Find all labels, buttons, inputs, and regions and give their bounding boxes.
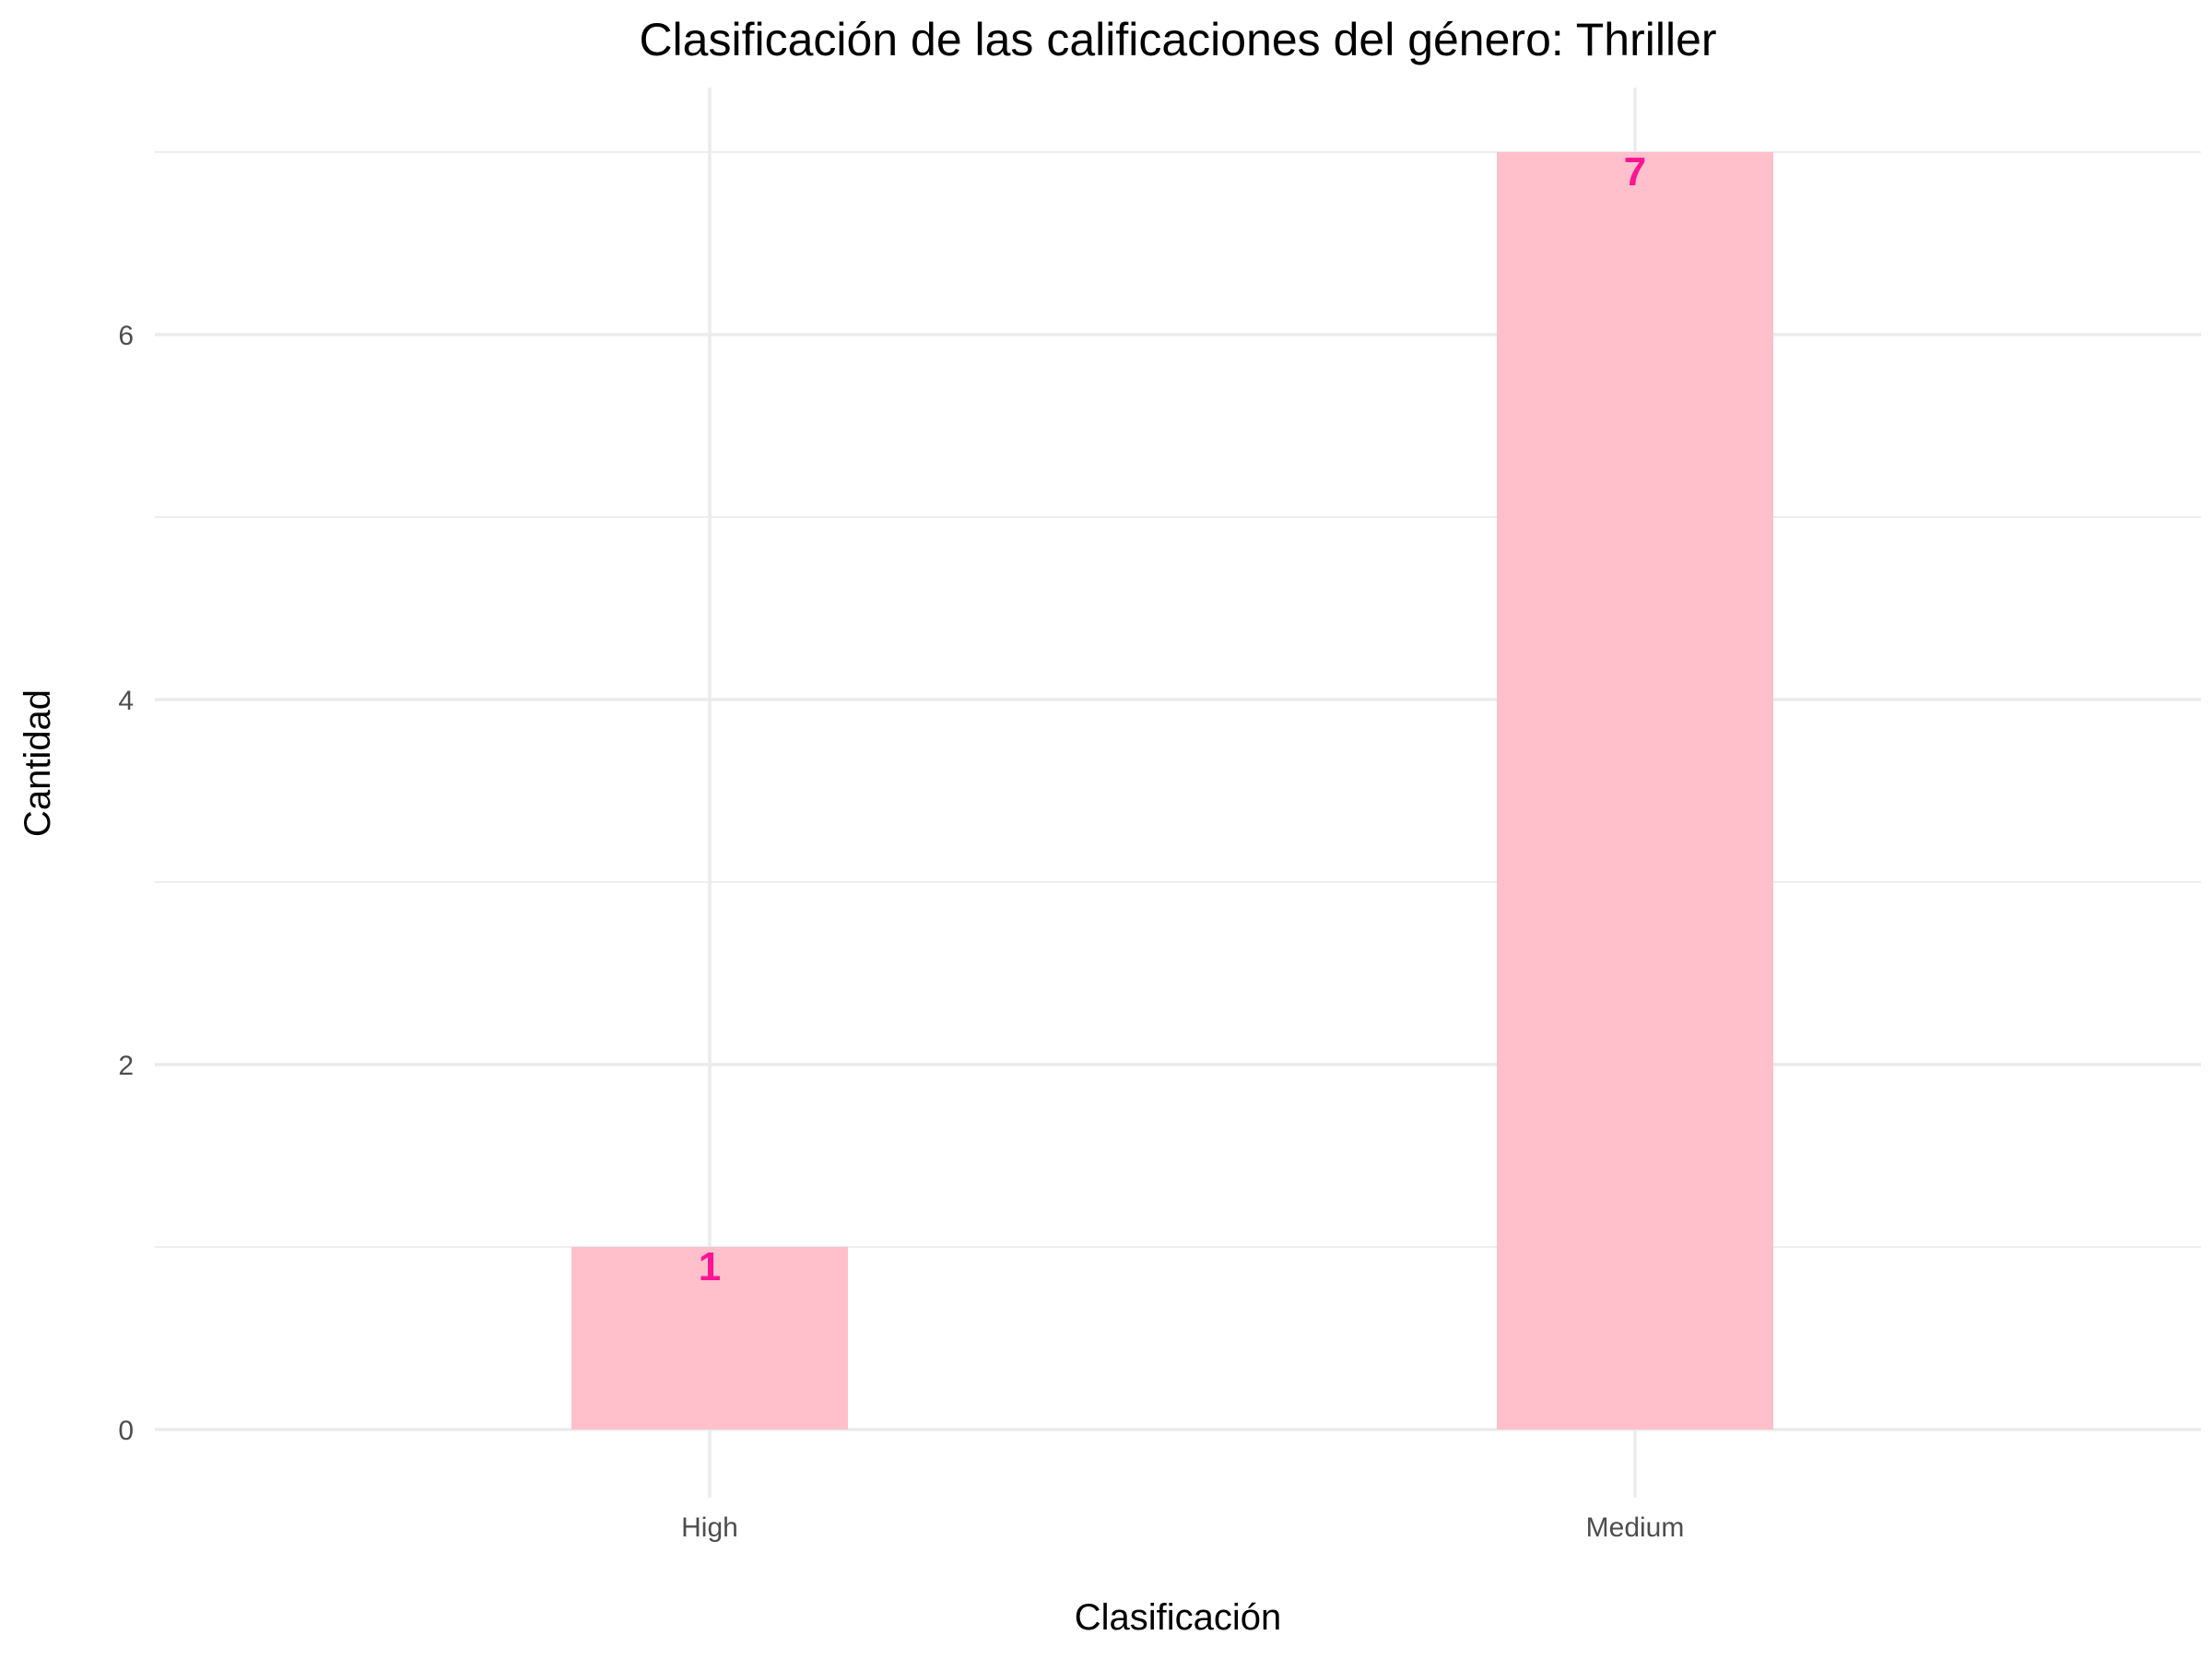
grid-lines [155,88,2201,1498]
bars [571,152,1773,1430]
bar-medium [1497,152,1773,1430]
x-axis-ticks: High Medium [681,1512,1684,1543]
y-axis-title: Cantidad [18,689,58,837]
x-tick-label: High [681,1512,738,1543]
bar-high [571,1247,848,1430]
x-tick-label: Medium [1586,1512,1685,1543]
data-label: 7 [1624,149,1646,194]
y-tick-label: 0 [118,1416,134,1446]
data-label: 1 [699,1244,721,1289]
y-tick-label: 6 [118,321,134,351]
data-labels: 17 [699,149,1646,1289]
y-axis-ticks: 0 2 4 6 [118,321,134,1446]
x-axis-title: Clasificación [1075,1597,1282,1638]
y-tick-label: 4 [118,686,134,716]
y-tick-label: 2 [118,1051,134,1081]
chart-title: Clasificación de las calificaciones del … [639,14,1716,65]
